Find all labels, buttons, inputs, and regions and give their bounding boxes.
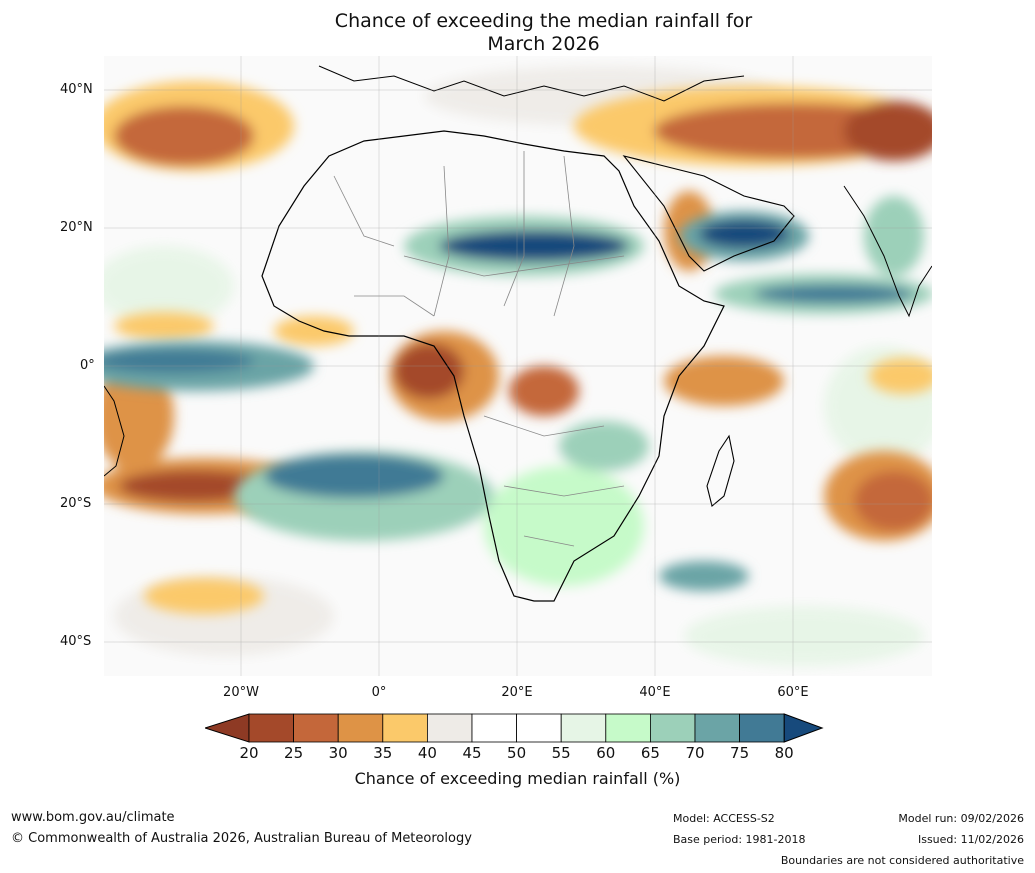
- lat-label-40s: 40°S: [60, 634, 92, 649]
- footer-website: www.bom.gov.au/climate: [11, 810, 175, 825]
- map-canvas: [104, 56, 932, 676]
- footer-model: Model: ACCESS-S2: [673, 812, 775, 825]
- colorbar-segment: [560, 713, 607, 743]
- colorbar-segment: [694, 713, 740, 743]
- south-america-coastline: [104, 385, 125, 477]
- europe-coastline: [318, 65, 745, 102]
- colorbar-segment: [516, 713, 562, 743]
- country-borders: [333, 151, 625, 547]
- map-title: Chance of exceeding the median rainfall …: [0, 10, 1035, 56]
- colorbar-tick-label: 30: [328, 744, 348, 762]
- footer-model-run: Model run: 09/02/2026: [898, 812, 1024, 825]
- lon-label-40e: 40°E: [639, 685, 671, 700]
- title-line-2: March 2026: [487, 33, 600, 55]
- colorbar-tick-label: 65: [640, 744, 660, 762]
- rainfall-map: [104, 56, 932, 676]
- colorbar-tick-label: 45: [462, 744, 482, 762]
- lon-label-0: 0°: [371, 685, 387, 700]
- lat-label-20n: 20°N: [60, 220, 93, 235]
- colorbar-segment: [248, 713, 294, 743]
- colorbar-segment: [605, 713, 651, 743]
- colorbar-tick-label: 70: [685, 744, 705, 762]
- lon-label-60e: 60°E: [777, 685, 809, 700]
- colorbar-segment: [337, 713, 384, 743]
- colorbar-tick-label: 40: [417, 744, 437, 762]
- lat-label-40n: 40°N: [60, 82, 93, 97]
- colorbar-segment: [739, 713, 785, 743]
- colorbar-label: Chance of exceeding median rainfall (%): [354, 769, 681, 788]
- lon-label-20e: 20°E: [501, 685, 533, 700]
- colorbar-segment: [649, 713, 696, 743]
- footer-base-period: Base period: 1981-2018: [673, 833, 806, 846]
- india-coastline: [843, 185, 932, 318]
- arabia-coastline: [622, 155, 795, 272]
- colorbar-tick-label: 80: [774, 744, 794, 762]
- colorbar: [205, 713, 824, 743]
- colorbar-tick-label: 75: [730, 744, 750, 762]
- colorbar-over-arrow: [783, 713, 824, 743]
- footer-issued: Issued: 11/02/2026: [917, 833, 1024, 846]
- colorbar-tick-label: 55: [551, 744, 571, 762]
- colorbar-tick-label: 50: [507, 744, 527, 762]
- colorbar-tick-label: 35: [373, 744, 393, 762]
- colorbar-tick-label: 60: [596, 744, 616, 762]
- footer-disclaimer: Boundaries are not considered authoritat…: [780, 854, 1024, 867]
- lat-label-equator: 0°: [80, 358, 95, 373]
- lon-label-20w: 20°W: [223, 685, 259, 700]
- madagascar-coastline: [706, 434, 735, 507]
- title-line-1: Chance of exceeding the median rainfall …: [334, 10, 753, 32]
- footer-copyright: © Commonwealth of Australia 2026, Austra…: [11, 831, 472, 846]
- colorbar-tick-label: 25: [284, 744, 304, 762]
- colorbar-under-arrow: [205, 713, 250, 743]
- colorbar-tick-label: 20: [239, 744, 259, 762]
- colorbar-segment: [382, 713, 428, 743]
- colorbar-segment: [426, 713, 473, 743]
- lat-label-20s: 20°S: [60, 496, 92, 511]
- graticule: [104, 56, 932, 676]
- colorbar-segment: [293, 713, 339, 743]
- africa-coastline: [261, 130, 725, 602]
- colorbar-segment: [471, 713, 517, 743]
